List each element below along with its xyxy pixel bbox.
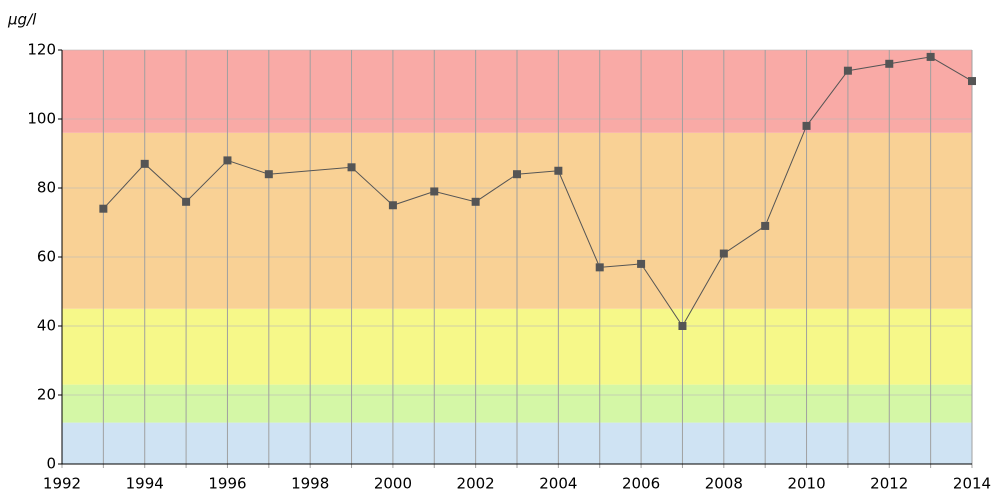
point-marker — [471, 197, 480, 206]
y-tick-label: 60 — [37, 248, 56, 266]
point-marker — [347, 163, 356, 172]
point-marker — [99, 204, 108, 213]
x-tick-label: 2002 — [457, 475, 495, 493]
point-marker — [802, 121, 811, 130]
point-marker — [182, 197, 191, 206]
point-marker — [595, 263, 604, 272]
x-tick-label: 2014 — [953, 475, 991, 493]
point-marker — [637, 259, 646, 268]
y-tick-label: 80 — [37, 179, 56, 197]
x-tick-label: 1996 — [208, 475, 246, 493]
point-marker — [761, 221, 770, 230]
x-tick-label: 2008 — [705, 475, 743, 493]
point-marker — [968, 77, 976, 86]
point-marker — [388, 201, 397, 210]
point-marker — [554, 166, 563, 175]
point-marker — [140, 159, 149, 168]
point-marker — [926, 52, 935, 61]
point-marker — [678, 322, 687, 330]
y-tick-label: 100 — [27, 110, 56, 128]
x-tick-label: 2010 — [787, 475, 825, 493]
y-tick-label: 120 — [27, 41, 56, 59]
x-tick-label: 2000 — [374, 475, 412, 493]
y-tick-label: 40 — [37, 317, 56, 335]
point-marker — [430, 187, 439, 196]
point-marker — [885, 59, 894, 68]
point-marker — [223, 156, 232, 165]
x-tick-label: 1998 — [291, 475, 329, 493]
x-tick-label: 2006 — [622, 475, 660, 493]
point-marker — [719, 249, 728, 258]
y-tick-label: 0 — [46, 455, 56, 473]
x-tick-label: 1994 — [126, 475, 164, 493]
x-tick-label: 2004 — [539, 475, 577, 493]
point-marker — [513, 170, 521, 179]
y-tick-label: 20 — [37, 386, 56, 404]
x-tick-label: 1992 — [43, 475, 81, 493]
point-marker — [843, 66, 852, 75]
x-tick-label: 2012 — [870, 475, 908, 493]
point-marker — [264, 170, 273, 179]
y-axis-label: μg/l — [7, 11, 37, 29]
